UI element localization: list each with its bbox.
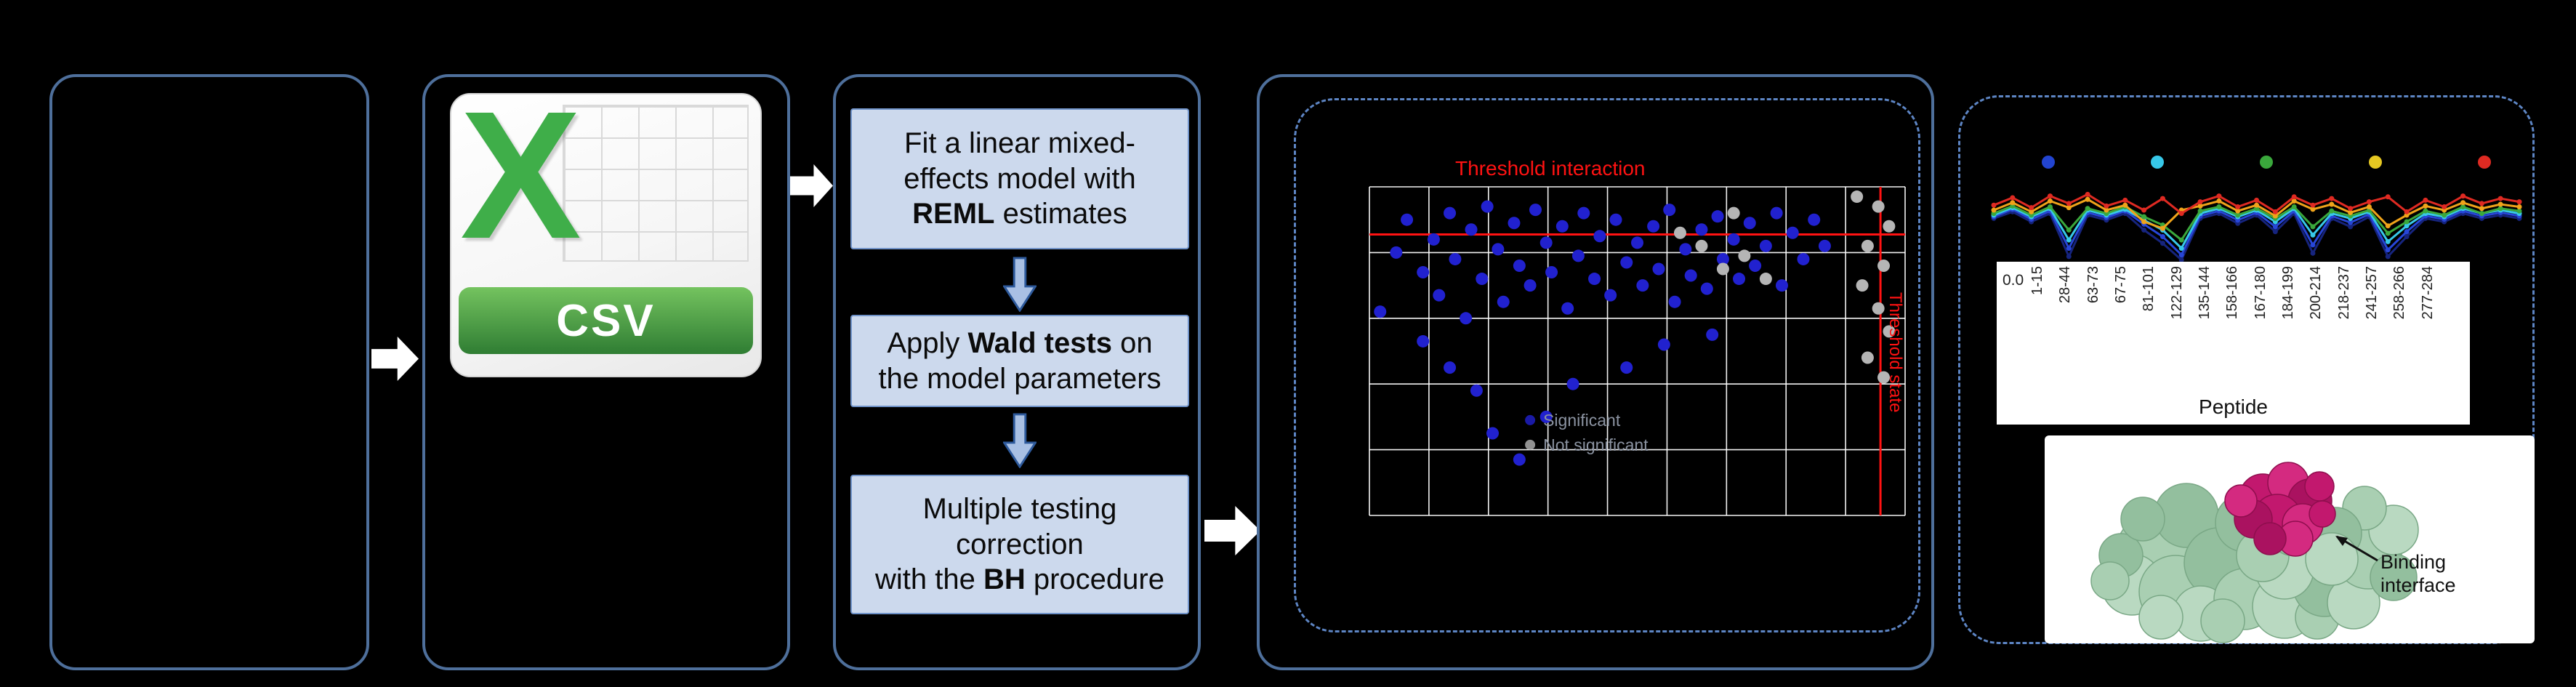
csv-banner-label: CSV <box>459 287 753 354</box>
threshold-state-label: Threshold state <box>1885 292 1905 413</box>
binding-interface-label: Binding interface <box>2380 551 2456 597</box>
timepoint-dot-icon <box>2151 156 2164 169</box>
down-arrow-icon <box>1003 413 1037 468</box>
timepoint-dot-icon <box>2260 156 2273 169</box>
peptide-tick: 277-284 <box>2419 266 2436 320</box>
svg-text:Significant: Significant <box>1543 411 1621 430</box>
panel-experimental-setup <box>49 74 369 670</box>
y-axis-tick: 0.0 <box>2003 272 2024 289</box>
peptide-tick: 135-144 <box>2197 266 2213 320</box>
panel-global-visualization: Significant Not significant Threshold int… <box>1257 74 1934 670</box>
flow-arrow-2-icon <box>790 164 833 207</box>
spreadsheet-grid-icon <box>563 105 749 262</box>
timepoint-legend-dots <box>2042 156 2491 169</box>
step-bh-correction: Multiple testing correction with the BH … <box>850 475 1189 614</box>
threshold-interaction-label: Threshold interaction <box>1455 157 1646 180</box>
peptide-tick: 258-266 <box>2391 266 2408 320</box>
excel-x-icon: X <box>460 73 581 276</box>
peptide-tick: 158-166 <box>2224 266 2241 320</box>
protein-structure-card: Binding interface <box>2045 435 2535 643</box>
peptide-tick: 81-101 <box>2141 266 2157 312</box>
step-fit-mixed-model: Fit a linear mixed- effects model with R… <box>850 108 1189 249</box>
down-arrow-icon <box>1003 257 1037 312</box>
timepoint-dot-icon <box>2369 156 2382 169</box>
panel-statistical-workflow: Fit a linear mixed- effects model with R… <box>833 74 1201 670</box>
peptide-tick: 218-237 <box>2335 266 2352 320</box>
peptide-tick: 63-73 <box>2085 266 2101 304</box>
panel-peptide-visualization: 0.0 1-15 28-44 63-73 67-75 81-101 122-129 135-… <box>1958 95 2535 644</box>
step-wald-tests: Apply Wald tests on the model parameters <box>850 315 1189 407</box>
peptide-axis-panel: 0.0 1-15 28-44 63-73 67-75 81-101 122-129 135-… <box>1997 262 2470 425</box>
csv-file-icon: X CSV <box>450 84 762 377</box>
peptide-tick: 200-214 <box>2308 266 2325 320</box>
peptide-tick: 28-44 <box>2057 266 2074 304</box>
peptide-tick: 1-15 <box>2029 266 2045 296</box>
flow-arrow-1-icon <box>371 337 419 381</box>
step-fit-mixed-model-text: Fit a linear mixed- effects model with R… <box>903 126 1136 230</box>
timepoint-dot-icon <box>2478 156 2491 169</box>
dashed-frame-volcano <box>1294 98 1920 632</box>
flow-arrow-3-icon <box>1204 506 1260 555</box>
peptide-tick: 67-75 <box>2113 266 2130 304</box>
peptide-tick: 122-129 <box>2168 266 2185 320</box>
peptide-tick: 167-180 <box>2252 266 2269 320</box>
protein-surface-image <box>2090 462 2419 643</box>
uptake-line-chart <box>1991 191 2522 262</box>
x-axis-label: Peptide <box>2199 395 2268 418</box>
volcano-plot: Significant Not significant <box>1369 186 1906 516</box>
peptide-tick: 241-257 <box>2364 266 2380 320</box>
panel-csv-input: X CSV <box>422 74 790 670</box>
svg-text:Not significant: Not significant <box>1543 435 1649 454</box>
step-wald-tests-text: Apply Wald tests on the model parameters <box>878 326 1162 395</box>
step-bh-correction-text: Multiple testing correction with the BH … <box>875 492 1164 596</box>
timepoint-dot-icon <box>2042 156 2055 169</box>
peptide-tick: 184-199 <box>2280 266 2297 320</box>
peptide-tick-labels: 1-15 28-44 63-73 67-75 81-101 122-129 135-144 1… <box>2029 266 2436 386</box>
